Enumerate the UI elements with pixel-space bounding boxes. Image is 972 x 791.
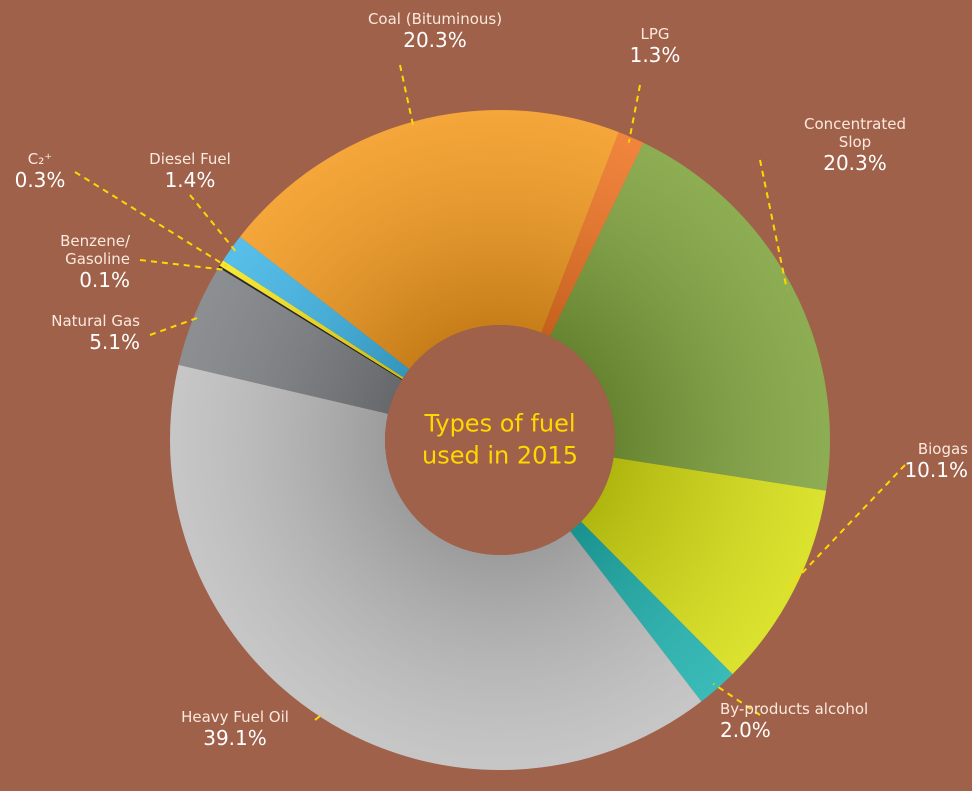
slice-label: Biogas 10.1% <box>904 440 968 482</box>
category-label: LPG <box>640 25 670 43</box>
leader-line <box>759 159 788 290</box>
category-label: Heavy Fuel Oil <box>181 708 289 726</box>
value-label: 1.4% <box>164 168 216 192</box>
category-label: Diesel Fuel <box>149 150 231 168</box>
category-label: Biogas <box>917 440 968 458</box>
slice-label: Coal (Bituminous) 20.3% <box>368 10 502 52</box>
value-label: 1.3% <box>629 43 681 67</box>
category-label: Coal (Bituminous) <box>367 10 503 28</box>
leader-line <box>74 171 228 268</box>
chart-title: Types of fuel used in 2015 <box>422 409 578 470</box>
slice-label: Heavy Fuel Oil 39.1% <box>181 708 289 750</box>
leader-line <box>189 194 237 253</box>
value-label: 20.3% <box>823 151 887 175</box>
slice-label: By-products alcohol 2.0% <box>720 700 868 742</box>
leader-line <box>712 682 761 716</box>
leader-line <box>149 315 201 336</box>
leader-line <box>314 711 326 721</box>
leader-line <box>627 84 641 143</box>
category-label: By-products alcohol <box>720 700 869 718</box>
leader-line <box>399 64 415 128</box>
category-label: Benzene/ Gasoline <box>60 232 130 268</box>
value-label: 0.1% <box>79 268 130 292</box>
value-label: 2.0% <box>720 718 771 742</box>
slice-label: Diesel Fuel 1.4% <box>149 150 231 192</box>
value-label: 5.1% <box>89 330 140 354</box>
value-label: 0.3% <box>14 168 66 192</box>
slice-label: Benzene/ Gasoline 0.1% <box>60 232 130 292</box>
value-label: 10.1% <box>904 458 968 482</box>
category-label: Natural Gas <box>51 312 140 330</box>
leader-line <box>139 259 225 271</box>
donut-hole <box>385 325 615 555</box>
slice-label: Concentrated Slop 20.3% <box>797 115 914 175</box>
category-label: C₂⁺ <box>27 150 53 168</box>
slice-label: LPG 1.3% <box>630 25 681 67</box>
slice-label: Natural Gas 5.1% <box>51 312 140 354</box>
category-label: Concentrated Slop <box>803 115 906 151</box>
value-label: 39.1% <box>203 726 267 750</box>
value-label: 20.3% <box>403 28 467 52</box>
slice-label: C₂⁺ 0.3% <box>15 150 66 192</box>
